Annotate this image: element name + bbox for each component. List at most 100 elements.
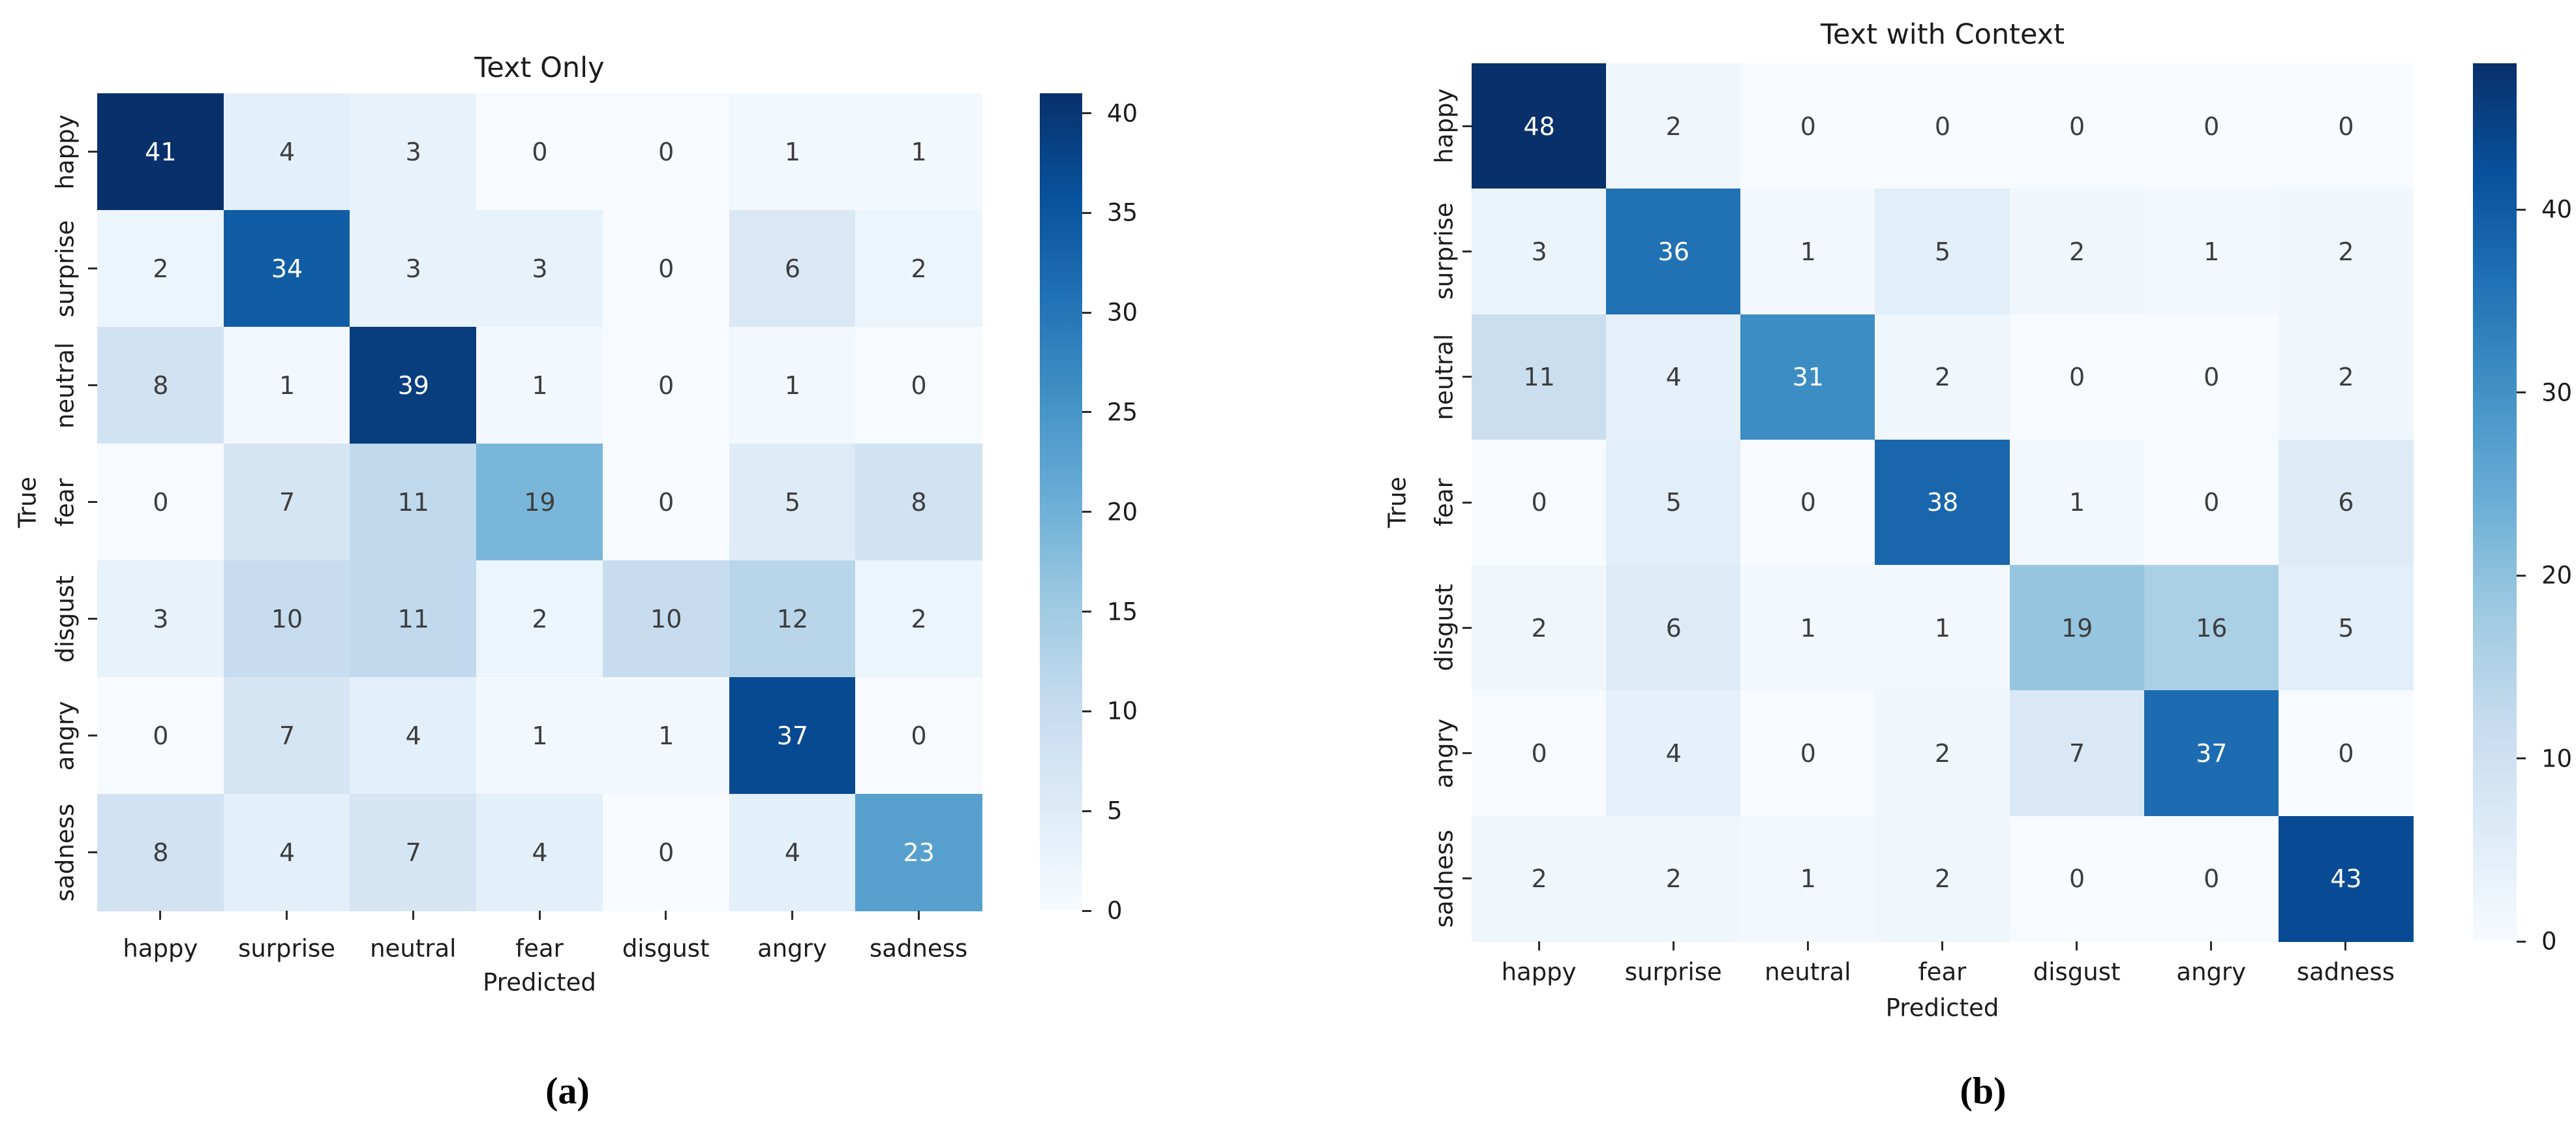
cell-value: 7 <box>2069 739 2085 768</box>
heatmap-cell: 0 <box>602 93 730 211</box>
col-tick-label: angry <box>2176 958 2247 986</box>
heatmap-cell: 1 <box>2009 439 2145 566</box>
heatmap-cell: 2 <box>1472 565 1607 691</box>
cell-value: 3 <box>405 254 421 283</box>
heatmap-cell: 2 <box>2278 189 2414 315</box>
heatmap-cell: 11 <box>350 444 477 561</box>
heatmap-cell: 19 <box>2009 565 2145 691</box>
axis-tick-mark <box>88 384 97 386</box>
cell-value: 11 <box>397 488 429 517</box>
cell-value: 4 <box>279 838 295 867</box>
cell-value: 8 <box>153 371 169 400</box>
row-tick-label: fear <box>1430 478 1459 526</box>
colorbar-tick-label: 25 <box>1107 398 1138 427</box>
cell-value: 3 <box>532 254 548 283</box>
heatmap-cell: 34 <box>223 210 351 327</box>
cell-value: 4 <box>279 138 295 166</box>
cell-value: 19 <box>2061 613 2093 643</box>
heatmap-cell: 0 <box>2144 314 2279 440</box>
cell-value: 1 <box>1934 613 1951 643</box>
heatmap-cell: 0 <box>602 444 730 561</box>
heatmap-cell: 1 <box>729 327 856 444</box>
heatmap-cell: 8 <box>855 444 982 561</box>
chart-title: Text with Context <box>1821 18 2065 51</box>
heatmap-cell: 10 <box>223 560 351 678</box>
cell-value: 4 <box>405 721 421 750</box>
cell-value: 43 <box>2330 864 2362 894</box>
col-tick-label: fear <box>1918 958 1967 986</box>
row-tick-label: angry <box>1430 718 1459 788</box>
cell-value: 38 <box>1926 488 1959 517</box>
cell-value: 2 <box>2069 237 2085 266</box>
cell-value: 0 <box>2204 488 2220 517</box>
heatmap-cell: 0 <box>476 93 603 211</box>
cell-value: 10 <box>650 605 682 633</box>
colorbar-tick-label: 15 <box>1107 598 1138 626</box>
heatmap-cell: 7 <box>223 444 351 561</box>
cell-value: 0 <box>2204 112 2220 141</box>
colorbar-tick-label: 20 <box>2541 561 2573 590</box>
cell-value: 2 <box>1934 739 1951 768</box>
axis-tick-mark <box>1462 752 1472 755</box>
cell-value: 0 <box>1531 739 1547 768</box>
colorbar-tick-mark <box>2517 391 2526 394</box>
axis-tick-mark <box>88 851 97 853</box>
cell-value: 0 <box>1800 112 1816 141</box>
x-axis-label: Predicted <box>483 968 596 997</box>
cell-value: 5 <box>1665 488 1682 517</box>
cell-value: 0 <box>2204 363 2220 392</box>
cell-value: 0 <box>658 254 674 283</box>
heatmap-cell: 0 <box>1740 439 1876 566</box>
cell-value: 31 <box>1792 363 1825 392</box>
axis-tick-mark <box>1462 125 1472 127</box>
colorbar-tick-label: 35 <box>1107 198 1138 227</box>
axis-tick-mark <box>286 911 288 920</box>
cell-value: 48 <box>1523 112 1555 141</box>
heatmap-cell: 4 <box>350 677 477 795</box>
row-tick-label: sadness <box>51 803 80 902</box>
axis-tick-mark <box>1462 501 1472 504</box>
cell-value: 0 <box>532 138 548 166</box>
colorbar-tick-mark <box>1082 611 1091 613</box>
heatmap-cell: 11 <box>1472 314 1607 440</box>
colorbar-tick-label: 40 <box>2541 195 2573 224</box>
heatmap-cell: 3 <box>350 93 477 211</box>
axis-tick-mark <box>1941 941 1943 950</box>
heatmap-cell: 1 <box>1875 565 2010 691</box>
cell-value: 1 <box>532 721 548 750</box>
cell-value: 1 <box>2204 237 2220 266</box>
cell-value: 5 <box>1934 237 1951 266</box>
heatmap-cell: 3 <box>1472 189 1607 315</box>
heatmap-cell: 41 <box>97 93 224 211</box>
heatmap-cell: 8 <box>97 794 224 911</box>
colorbar-tick-label: 10 <box>1107 697 1138 725</box>
colorbar-tick-label: 10 <box>2541 744 2573 773</box>
heatmap-cell: 1 <box>223 327 351 444</box>
cell-value: 8 <box>911 488 927 517</box>
heatmap-cell: 0 <box>1740 63 1876 190</box>
heatmap-cell: 2 <box>855 210 982 327</box>
heatmap-cell: 0 <box>1472 690 1607 817</box>
axis-tick-mark <box>2076 941 2078 950</box>
col-tick-label: neutral <box>370 934 457 963</box>
cell-value: 0 <box>2338 739 2354 768</box>
col-tick-label: sadness <box>870 934 968 963</box>
heatmap-cell: 4 <box>223 794 351 911</box>
cell-value: 1 <box>784 371 800 400</box>
row-tick-label: fear <box>51 478 80 526</box>
heatmap-cell: 39 <box>350 327 477 444</box>
colorbar-tick-mark <box>1082 411 1091 414</box>
cell-value: 1 <box>2069 488 2085 517</box>
row-tick-label: happy <box>51 114 80 189</box>
cell-value: 8 <box>153 838 169 867</box>
row-tick-label: surprise <box>51 220 80 317</box>
cell-value: 1 <box>279 371 295 400</box>
heatmap-cell: 0 <box>97 444 224 561</box>
cell-value: 7 <box>279 488 295 517</box>
heatmap-cell: 0 <box>602 794 730 911</box>
heatmap-cell: 0 <box>1472 439 1607 566</box>
axis-tick-mark <box>1806 941 1809 950</box>
colorbar-tick-mark <box>1082 710 1091 712</box>
cell-value: 6 <box>784 254 800 283</box>
